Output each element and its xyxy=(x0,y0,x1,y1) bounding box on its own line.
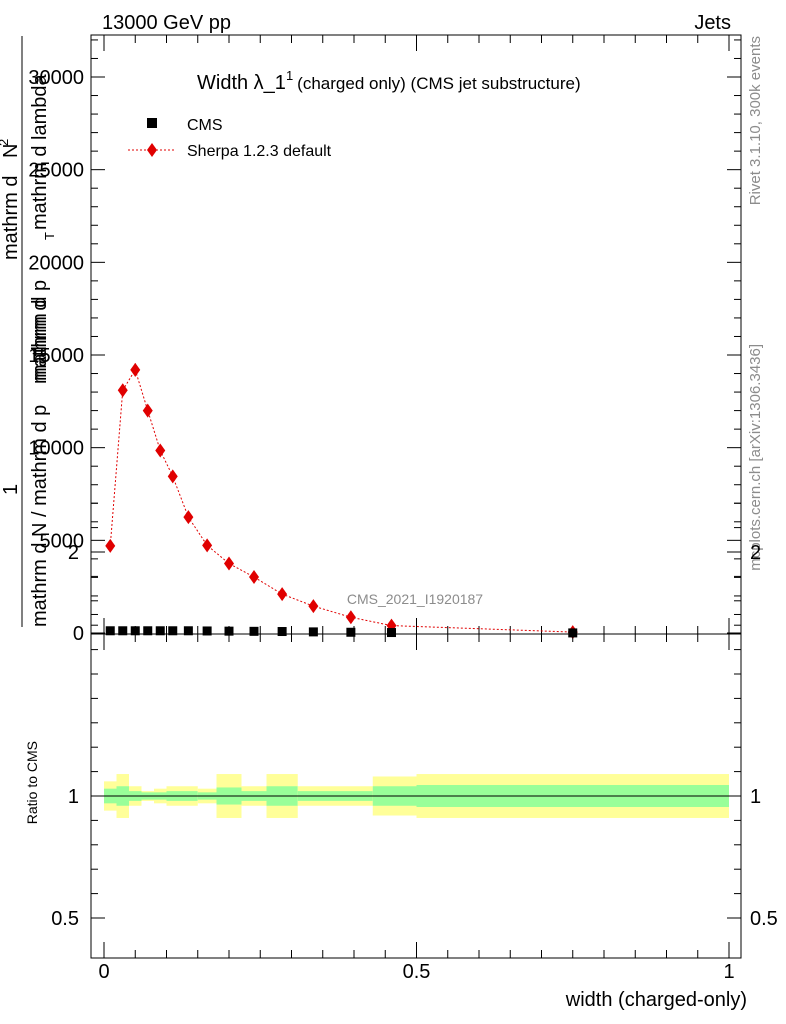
cms-point xyxy=(118,626,128,636)
sherpa-point xyxy=(183,510,194,525)
cms-point xyxy=(130,626,140,636)
sherpa-point xyxy=(130,362,141,377)
ratio-x-axis: 0 0.5 1 xyxy=(98,634,735,983)
x-tick-label: 0.5 xyxy=(403,961,431,983)
sherpa-point xyxy=(202,538,213,553)
y-tick-label: 20000 xyxy=(28,252,84,274)
legend-label-cms: CMS xyxy=(187,117,223,134)
cms-point xyxy=(183,626,193,636)
cms-point xyxy=(155,626,165,636)
ylabel-bottom-sub: T xyxy=(42,232,57,240)
ylabel-one: 1 xyxy=(0,484,22,495)
cms-point xyxy=(105,626,115,636)
main-y-axis-label: mathrm d N / mathrm d p mathrm d 1 mathr… xyxy=(0,36,57,627)
ylabel-line-mathrm-dn: mathrm d N / mathrm d p xyxy=(29,405,51,627)
sherpa-point xyxy=(117,383,128,398)
y-tick-label: 30000 xyxy=(28,67,84,89)
cms-point xyxy=(568,628,578,638)
legend-marker-cms xyxy=(147,118,157,128)
side-label-rivet: Rivet 3.1.10, 300k events xyxy=(747,36,764,205)
ratio-plot-panel: 0.5 0.51 12 2 0 0.5 1 Ratio to CMS width (cha… xyxy=(24,502,778,1011)
ylabel-top-n: N xyxy=(0,144,22,158)
sherpa-point xyxy=(224,556,234,571)
side-label-mcplots: mcplots.cern.ch [arXiv:1306.3436] xyxy=(747,344,764,571)
cms-point xyxy=(308,627,318,637)
sherpa-point xyxy=(249,570,259,585)
ratio-y-axis: 0.5 0.5 1 1 2 2 xyxy=(51,502,778,930)
ratio-y-axis-label: Ratio to CMS xyxy=(24,741,40,824)
sherpa-point xyxy=(277,587,288,602)
cms-point xyxy=(202,626,212,636)
ylabel-line-d: mathrm d xyxy=(29,300,51,384)
cms-point xyxy=(346,627,356,637)
cms-point xyxy=(249,626,259,636)
y-tick-label: 5000 xyxy=(40,530,85,552)
sherpa-point xyxy=(308,599,319,614)
cms-point xyxy=(143,626,153,636)
plot-subtitle: (charged only) (CMS jet substructure) xyxy=(297,74,580,93)
plot-title-main: Width λ_1 xyxy=(197,72,286,94)
y-tick-label: 10000 xyxy=(28,438,84,460)
main-y-axis: 0 5000 10000 15000 20000 25000 30000 xyxy=(28,39,741,645)
header-right: Jets xyxy=(694,12,731,34)
cms-point xyxy=(277,627,287,637)
ratio-y-tick-label-right: 2 xyxy=(750,542,761,564)
sherpa-series xyxy=(105,362,578,640)
ylabel-bottom-dlambda: mathrm d lambda xyxy=(29,74,51,230)
x-tick-label: 1 xyxy=(723,961,734,983)
sherpa-point xyxy=(155,443,166,458)
ratio-y-tick-label-right: 1 xyxy=(750,786,761,808)
plot-title-sup: 1 xyxy=(286,68,293,83)
ylabel-top-sup: 2 xyxy=(0,139,11,146)
main-plot-panel: 0 5000 10000 15000 20000 25000 30000 Width λ_1… xyxy=(0,34,742,645)
sherpa-point xyxy=(345,610,356,625)
x-axis-label: width (charged-only) xyxy=(565,989,747,1011)
x-tick-label: 0 xyxy=(98,961,109,983)
y-tick-label: 15000 xyxy=(28,345,84,367)
legend-marker-sherpa xyxy=(147,143,157,157)
sherpa-point xyxy=(105,538,116,553)
sherpa-point xyxy=(167,469,178,484)
sherpa-line xyxy=(109,368,573,633)
ylabel-top-mathrm-d: mathrm d xyxy=(0,176,22,260)
analysis-watermark: CMS_2021_I1920187 xyxy=(347,591,483,607)
sherpa-point xyxy=(142,403,153,418)
plot-title: Width λ_11 (charged only) (CMS jet substr… xyxy=(197,68,581,94)
legend-label-sherpa: Sherpa 1.2.3 default xyxy=(187,143,332,160)
y-tick-label: 0 xyxy=(73,623,84,645)
ratio-y-tick-label: 2 xyxy=(68,542,79,564)
cms-point xyxy=(224,626,234,636)
cms-point xyxy=(387,628,396,638)
header-left: 13000 GeV pp xyxy=(102,12,231,34)
ratio-y-tick-label-right: 0.5 xyxy=(750,908,778,930)
ratio-y-tick-label: 0.5 xyxy=(51,908,79,930)
legend: CMS Sherpa 1.2.3 default xyxy=(128,117,332,160)
y-tick-label: 25000 xyxy=(28,160,84,182)
ratio-y-tick-label: 1 xyxy=(68,786,79,808)
cms-point xyxy=(168,626,178,636)
ylabel-bottom-dp: mathrm d p xyxy=(29,280,51,381)
cms-series xyxy=(105,626,578,638)
